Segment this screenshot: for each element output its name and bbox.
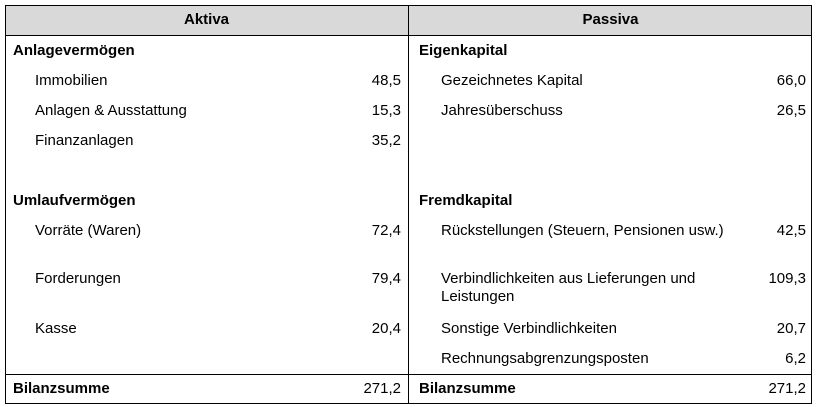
total-label: Bilanzsumme <box>419 380 516 397</box>
item-value: 66,0 <box>776 72 806 89</box>
item-label: Finanzanlagen <box>35 132 134 149</box>
item-label: Immobilien <box>35 72 108 89</box>
item-value: 15,3 <box>371 102 401 119</box>
header-left: Aktiva <box>183 11 230 28</box>
item-value: 6,2 <box>785 350 806 367</box>
total-value: 271,2 <box>363 380 401 397</box>
border-left <box>5 5 6 404</box>
item-value: 42,5 <box>776 222 806 239</box>
item-label: Gezeichnetes Kapital <box>441 72 583 89</box>
column-divider <box>408 5 409 404</box>
item-value: 72,4 <box>371 222 401 239</box>
item-label: Anlagen & Ausstattung <box>35 102 187 119</box>
item-value: 20,4 <box>371 320 401 337</box>
section-title: Fremdkapital <box>419 192 513 209</box>
total-value: 271,2 <box>768 380 806 397</box>
item-label: Jahresüberschuss <box>441 102 563 119</box>
item-value: 26,5 <box>776 102 806 119</box>
item-value: 20,7 <box>776 320 806 337</box>
item-value: 79,4 <box>371 270 401 287</box>
item-label: Verbindlichkeiten aus Lieferungen und Le… <box>441 270 696 305</box>
item-label: Rückstellungen (Steuern, Pensionen usw.) <box>441 222 724 239</box>
item-label: Sonstige Verbindlichkeiten <box>441 320 617 337</box>
section-title: Umlaufvermögen <box>13 192 136 209</box>
section-title: Anlagevermögen <box>13 42 135 59</box>
item-value: 48,5 <box>371 72 401 89</box>
item-value: 109,3 <box>768 270 806 287</box>
border-right <box>811 5 812 404</box>
item-label: Vorräte (Waren) <box>35 222 142 239</box>
item-label: Kasse <box>35 320 77 337</box>
header-right: Passiva <box>582 11 639 28</box>
item-label: Rechnungsabgrenzungsposten <box>441 350 649 367</box>
item-value: 35,2 <box>371 132 401 149</box>
section-title: Eigenkapital <box>419 42 508 59</box>
total-label: Bilanzsumme <box>13 380 110 397</box>
item-label: Forderungen <box>35 270 121 287</box>
